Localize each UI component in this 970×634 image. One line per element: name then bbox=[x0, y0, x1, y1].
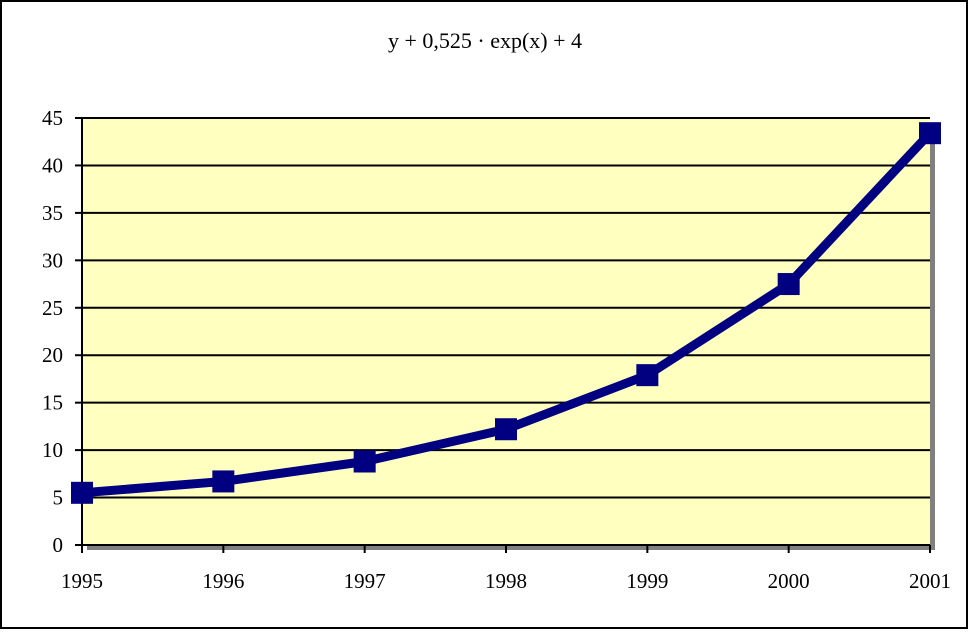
y-tick-label: 10 bbox=[42, 438, 63, 462]
y-tick-label: 5 bbox=[53, 486, 64, 510]
y-tick-label: 25 bbox=[42, 296, 63, 320]
data-point bbox=[919, 122, 941, 145]
x-tick-label: 2000 bbox=[768, 569, 810, 593]
chart-title: y + 0,525 · exp(x) + 4 bbox=[387, 28, 583, 53]
y-tick-label: 35 bbox=[42, 201, 63, 225]
data-point bbox=[777, 273, 800, 296]
data-point bbox=[495, 418, 517, 441]
y-tick-label: 45 bbox=[42, 106, 63, 130]
x-tick-label: 1996 bbox=[202, 569, 244, 593]
x-tick-label: 1995 bbox=[61, 569, 103, 593]
data-point bbox=[71, 481, 93, 504]
x-tick-label: 2001 bbox=[909, 569, 951, 593]
x-tick-label: 1997 bbox=[344, 569, 386, 593]
y-tick-label: 15 bbox=[42, 391, 63, 415]
x-tick-label: 1998 bbox=[485, 569, 527, 593]
y-tick-label: 40 bbox=[42, 153, 63, 177]
data-point bbox=[212, 470, 235, 493]
x-tick-label: 1999 bbox=[626, 569, 668, 593]
y-tick-label: 0 bbox=[53, 533, 64, 557]
y-tick-label: 30 bbox=[42, 248, 63, 272]
data-point bbox=[636, 364, 659, 387]
y-tick-label: 20 bbox=[42, 343, 63, 367]
data-point bbox=[353, 450, 376, 473]
